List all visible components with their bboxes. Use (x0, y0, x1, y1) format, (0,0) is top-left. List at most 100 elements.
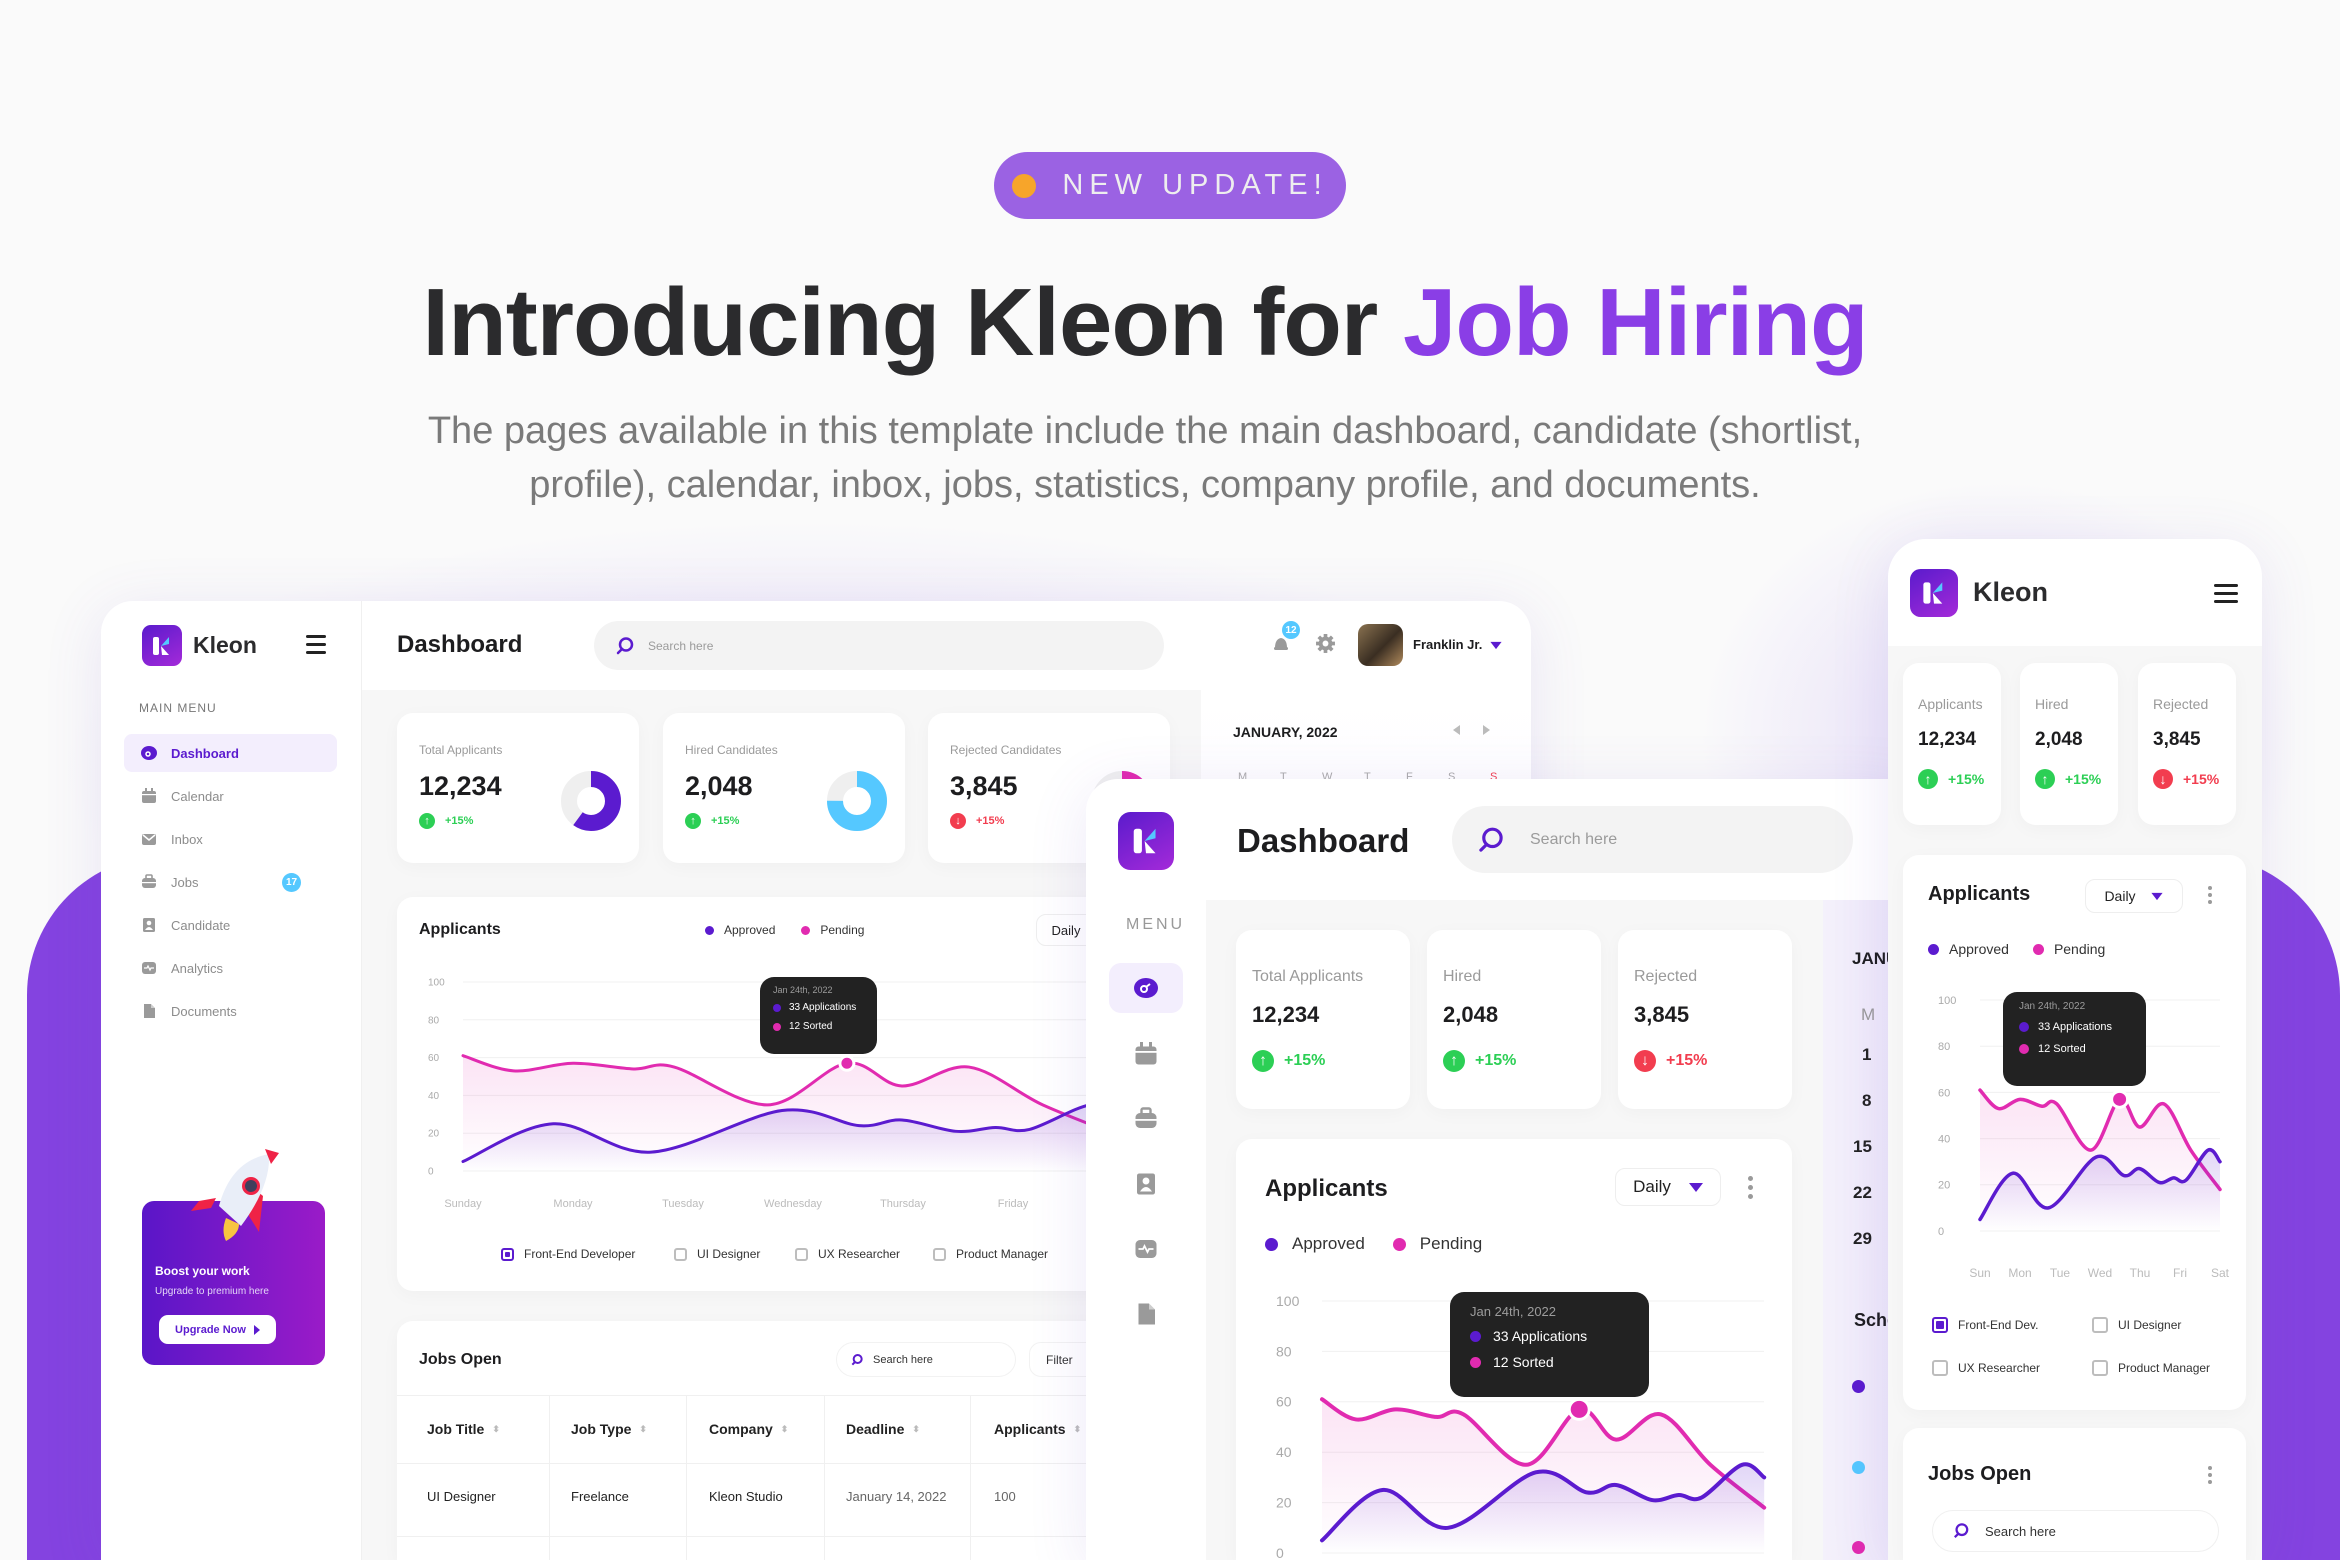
column-divider (686, 1395, 687, 1560)
upgrade-now-label: Upgrade Now (175, 1323, 246, 1336)
search-input[interactable]: Search here (1452, 806, 1853, 873)
x-tick-label: Tue (2050, 1266, 2071, 1280)
kleon-logo-icon[interactable] (142, 625, 182, 666)
calendar-day[interactable]: 22 (1853, 1183, 1872, 1202)
period-label: Daily (2104, 888, 2136, 904)
more-options-icon[interactable] (2208, 1466, 2212, 1484)
upgrade-now-button[interactable]: Upgrade Now (159, 1315, 276, 1344)
period-dropdown[interactable]: Daily (2085, 879, 2183, 913)
filter-checkbox-front-end-dev-[interactable]: Front-End Dev. (1932, 1317, 2038, 1333)
stat-value: 2,048 (2035, 729, 2083, 750)
more-options-icon[interactable] (1748, 1176, 1753, 1199)
checkbox[interactable] (2092, 1360, 2108, 1376)
highlight-point[interactable] (1567, 1397, 1591, 1421)
calendar-next-icon[interactable] (1483, 725, 1490, 735)
sidebar-item-documents[interactable]: Documents (141, 992, 237, 1030)
calendar-day[interactable]: 29 (1853, 1229, 1872, 1248)
checkbox[interactable] (1932, 1360, 1948, 1376)
tablet-dashboard-window: MENU Dashboard Search here Total Applica… (1086, 779, 1916, 1560)
sort-icon[interactable]: ⬍ (780, 1423, 789, 1434)
calendar-prev-icon[interactable] (1453, 725, 1460, 735)
sort-icon[interactable]: ⬍ (492, 1423, 500, 1434)
pending-line (1978, 1088, 2222, 1192)
approved-line (1320, 1462, 1767, 1543)
user-menu-caret-icon[interactable] (1490, 641, 1502, 650)
column-header-deadline[interactable]: Deadline ⬍ (846, 1421, 920, 1437)
filter-checkbox-product-manager[interactable]: Product Manager (933, 1247, 1048, 1261)
stat-label: Hired (1443, 968, 1482, 985)
hero-title-prefix: Introducing Kleon for (422, 269, 1403, 376)
highlight-point[interactable] (838, 1054, 856, 1072)
highlight-point[interactable] (2110, 1089, 2130, 1109)
jobs-search-placeholder: Search here (873, 1353, 933, 1366)
settings-gear-icon[interactable] (1315, 633, 1336, 659)
analytics-icon (142, 962, 156, 974)
sort-icon[interactable]: ⬍ (912, 1423, 920, 1434)
more-options-icon[interactable] (2208, 886, 2212, 904)
applicants-title: Applicants (1928, 883, 2031, 905)
stat-change: ↓ +15% (1634, 1050, 1707, 1072)
column-label: Deadline (846, 1421, 905, 1437)
filter-checkbox-front-end-developer[interactable]: Front-End Developer (501, 1247, 635, 1261)
sidebar-item-candidate[interactable]: Candidate (141, 906, 230, 944)
weekday-label: S (1448, 771, 1456, 783)
filter-checkbox-ui-designer[interactable]: UI Designer (674, 1247, 760, 1261)
column-header-job-type[interactable]: Job Type ⬍ (571, 1421, 647, 1437)
sidebar-item-label: Dashboard (171, 745, 239, 761)
user-name[interactable]: Franklin Jr. (1413, 637, 1483, 652)
checkbox[interactable] (1932, 1317, 1948, 1333)
kleon-logo-icon[interactable] (1910, 569, 1958, 617)
badge-dot-icon (1012, 173, 1037, 198)
checkbox[interactable] (795, 1247, 808, 1261)
sidebar-item-analytics[interactable]: Analytics (141, 949, 223, 987)
y-tick-label: 40 (1276, 1444, 1292, 1460)
search-input[interactable]: Search here (594, 621, 1164, 670)
sort-icon[interactable]: ⬍ (639, 1423, 647, 1434)
period-dropdown[interactable]: Daily (1615, 1168, 1721, 1206)
sidebar-item-inbox[interactable]: Inbox (141, 820, 203, 858)
hero-subtitle-line-1: The pages available in this template inc… (427, 410, 1863, 452)
column-header-company[interactable]: Company ⬍ (709, 1421, 788, 1437)
kleon-logo-icon[interactable] (1118, 812, 1174, 870)
nav-dashboard[interactable] (1109, 963, 1183, 1013)
x-tick-label: Tuesday (662, 1198, 704, 1210)
stat-value: 12,234 (1252, 1002, 1320, 1027)
calendar-day[interactable]: 15 (1853, 1137, 1872, 1156)
notification-bell-icon[interactable]: 12 (1271, 621, 1300, 658)
filter-checkbox-ux-researcher[interactable]: UX Researcher (795, 1247, 900, 1261)
sidebar-item-calendar[interactable]: Calendar (141, 777, 224, 815)
checkbox[interactable] (674, 1247, 687, 1261)
checkbox[interactable] (2092, 1317, 2108, 1333)
jobs-search-input[interactable]: Search here (836, 1342, 1016, 1377)
stat-value: 2,048 (1443, 1002, 1499, 1027)
filter-checkbox-product-manager[interactable]: Product Manager (2092, 1360, 2210, 1376)
column-header-applicants[interactable]: Applicants ⬍ (994, 1421, 1081, 1437)
user-avatar[interactable] (1358, 624, 1403, 666)
checkbox[interactable] (501, 1247, 514, 1261)
pending-legend-dot (801, 925, 811, 935)
x-tick-label: Sun (1969, 1266, 1990, 1280)
approved-legend-dot (1928, 943, 1939, 955)
filter-checkbox-ux-researcher[interactable]: UX Researcher (1932, 1360, 2040, 1376)
stat-change: ↑ +15% (685, 813, 739, 829)
hamburger-menu-icon[interactable] (306, 630, 326, 659)
stat-card: Rejected 3,845 ↓ +15% (1618, 930, 1792, 1109)
sort-icon[interactable]: ⬍ (1073, 1423, 1082, 1434)
column-header-job-title[interactable]: Job Title ⬍ (427, 1421, 500, 1437)
jobs-search-input[interactable]: Search here (1932, 1510, 2219, 1552)
calendar-day[interactable]: 8 (1862, 1091, 1872, 1110)
sidebar-item-dashboard[interactable]: Dashboard (141, 734, 239, 772)
hamburger-menu-icon[interactable] (2214, 579, 2238, 608)
calendar-day[interactable]: 1 (1862, 1045, 1872, 1064)
y-tick-label: 60 (1276, 1394, 1292, 1410)
sidebar-item-label: Analytics (171, 960, 224, 976)
jobs-search-placeholder: Search here (1985, 1523, 2056, 1539)
filter-label: Filter (1046, 1353, 1073, 1367)
stat-label: Applicants (1918, 696, 1983, 712)
stat-label: Total Applicants (1252, 968, 1364, 985)
filter-checkbox-ui-designer[interactable]: UI Designer (2092, 1317, 2181, 1333)
column-label: Applicants (994, 1421, 1066, 1437)
weekday-label: W (1322, 771, 1333, 783)
sidebar-item-jobs[interactable]: Jobs (141, 863, 198, 901)
checkbox[interactable] (933, 1247, 946, 1261)
